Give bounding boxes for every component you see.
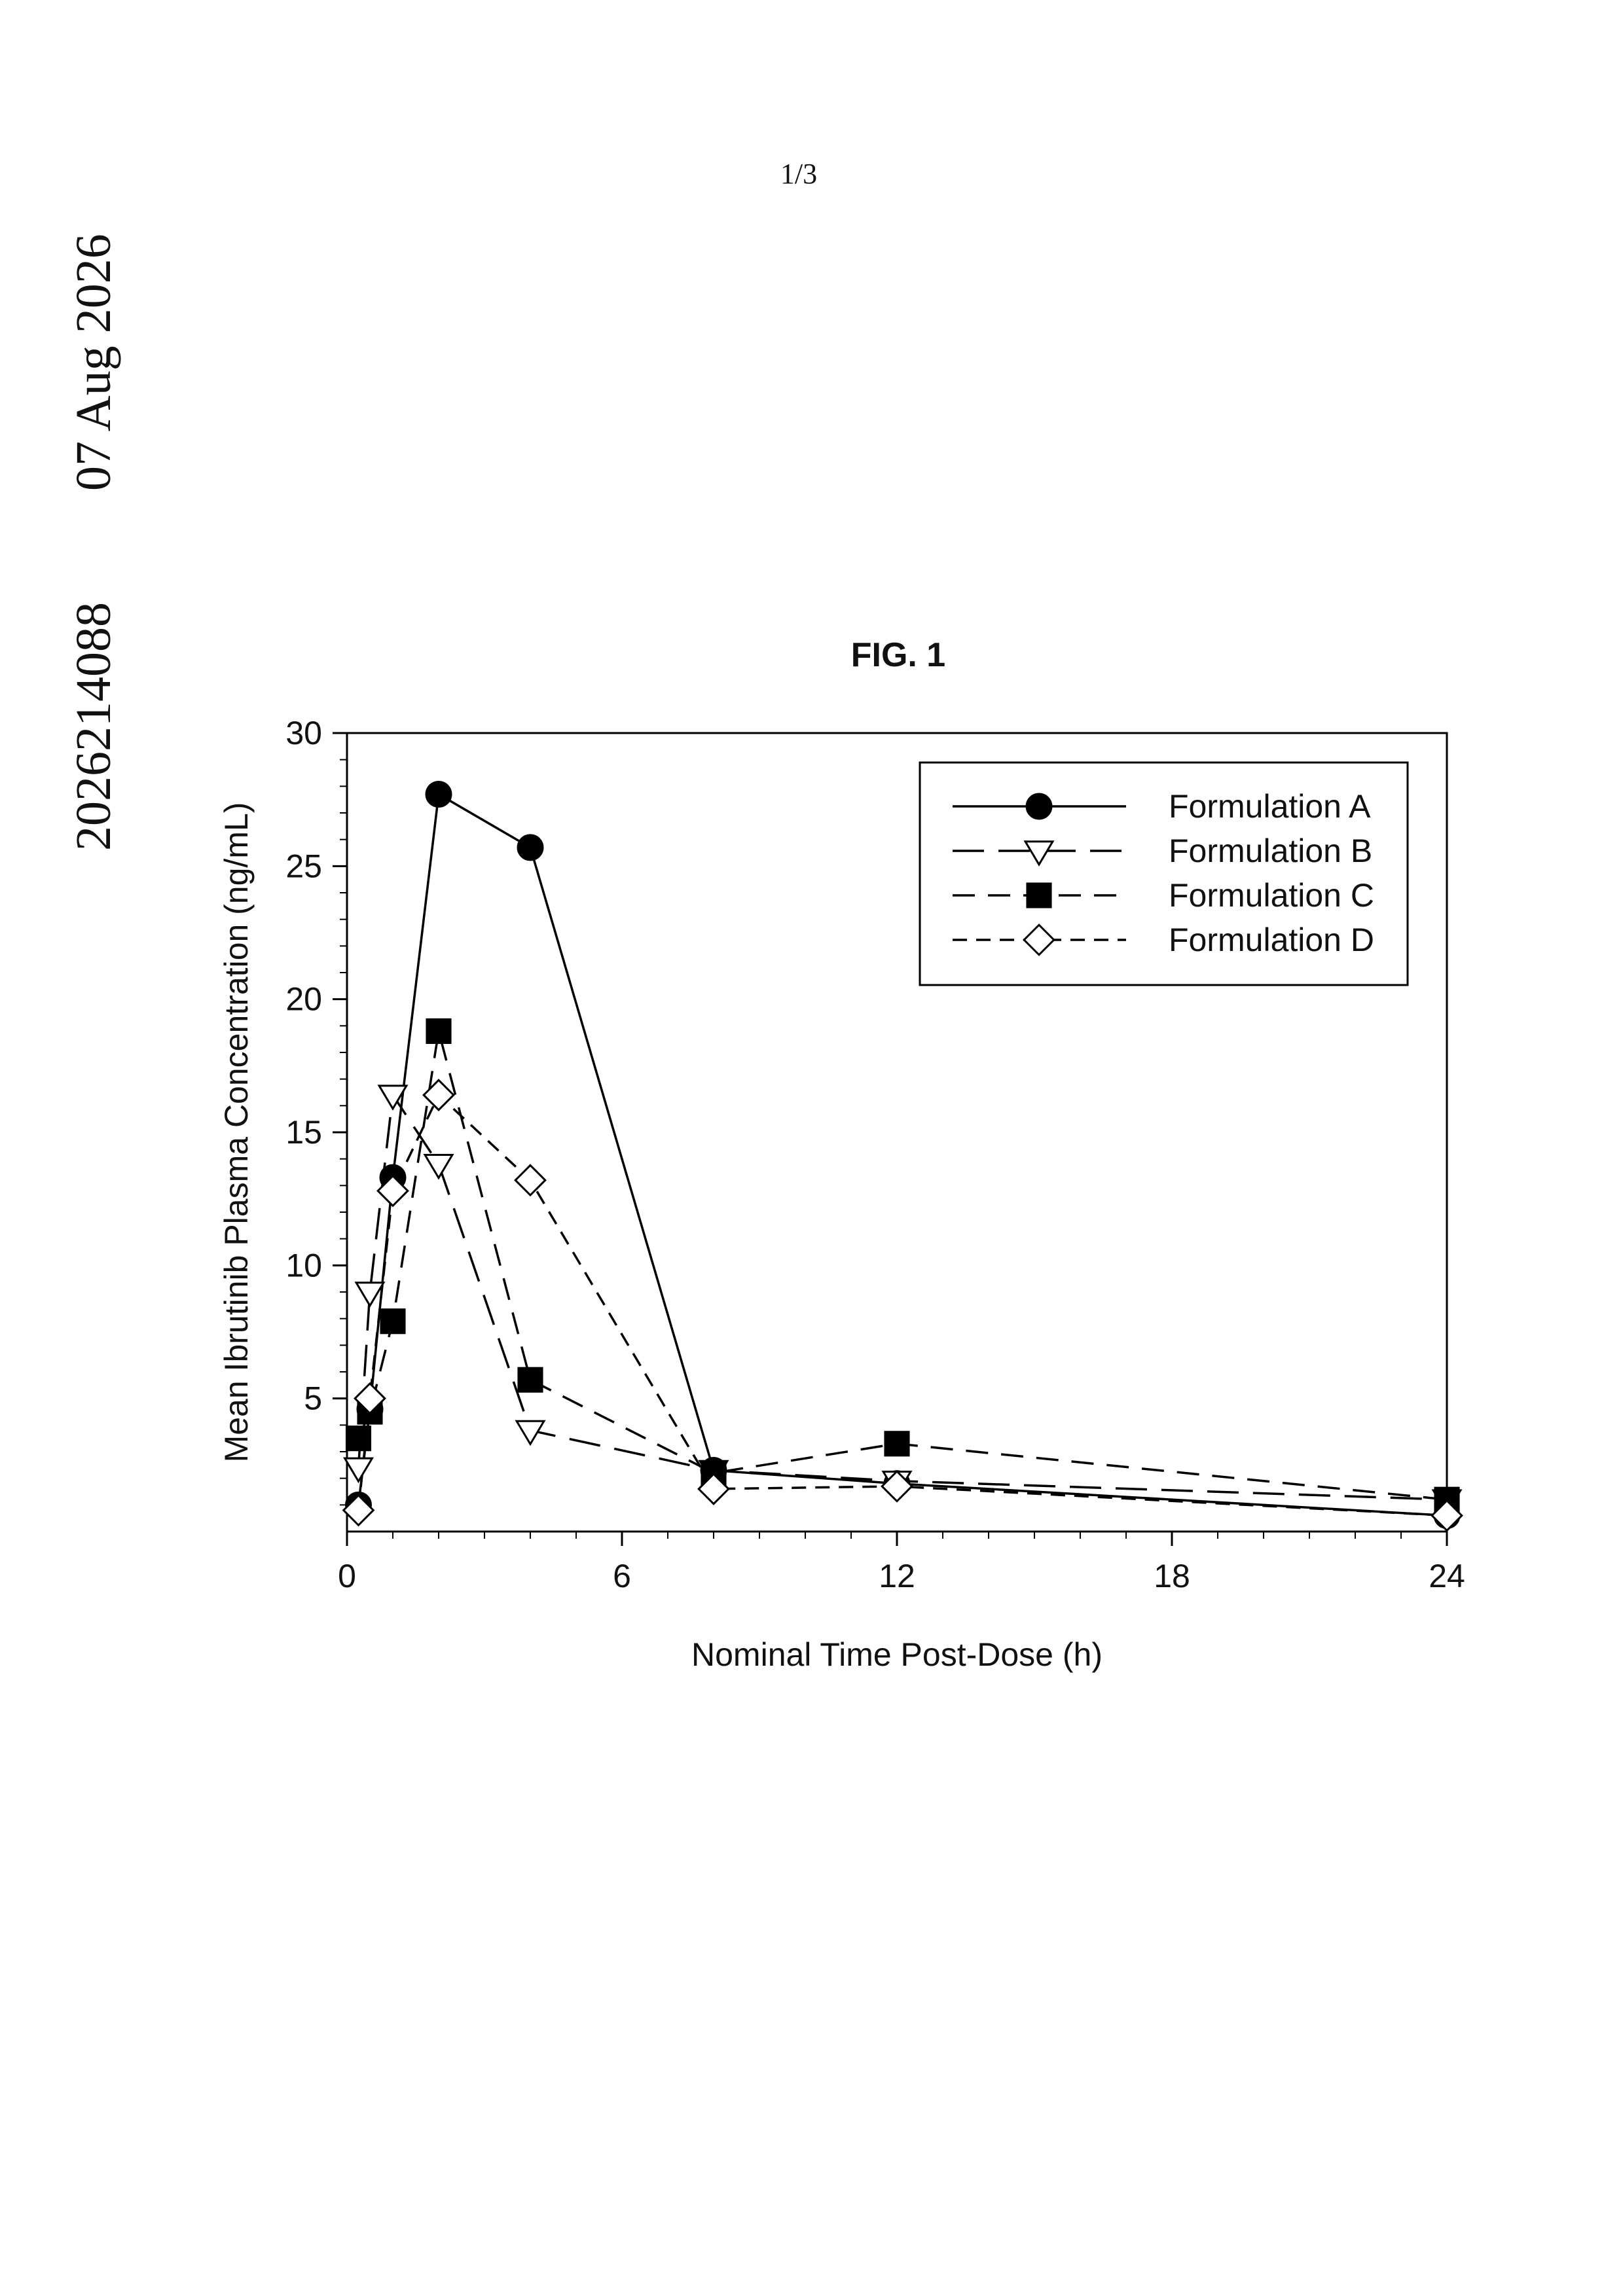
x-axis-label: Nominal Time Post-Dose (h) [691,1636,1103,1673]
data-point-formulation-c [519,1368,542,1391]
y-axis-label: Mean Ibrutinib Plasma Concentration (ng/… [218,802,255,1463]
y-tick-label: 10 [285,1247,322,1283]
legend: Formulation A Formulation B Formulation C F… [920,762,1408,985]
data-point-formulation-a [518,835,543,860]
data-point-formulation-c [885,1432,909,1456]
x-tick-label: 18 [1154,1558,1190,1594]
x-tick-label: 6 [613,1558,631,1594]
x-tick-label: 0 [338,1558,356,1594]
y-tick-label: 5 [304,1380,322,1417]
legend-label-formulation-c: Formulation C [1169,877,1374,914]
x-tick-label: 12 [879,1558,915,1594]
y-tick-label: 25 [285,848,322,884]
chart-title: FIG. 1 [851,636,945,674]
data-point-formulation-c [427,1019,450,1043]
data-point-formulation-a [426,782,451,807]
legend-label-formulation-b: Formulation B [1169,833,1372,869]
data-point-formulation-d [515,1165,545,1195]
legend-label-formulation-d: Formulation D [1169,922,1374,958]
y-tick-label: 20 [285,981,322,1018]
data-point-formulation-d [424,1080,454,1110]
data-point-formulation-c [346,1427,370,1450]
y-tick-label: 15 [285,1114,322,1151]
y-tick-label: 30 [285,715,322,751]
data-point-formulation-b [345,1458,373,1481]
x-tick-label: 24 [1429,1558,1465,1594]
legend-label-formulation-a: Formulation A [1169,788,1371,825]
data-point-formulation-b [425,1155,452,1178]
legend-marker-formulation-a [1027,794,1051,819]
data-point-formulation-c [381,1310,405,1333]
legend-marker-formulation-c [1027,884,1051,907]
